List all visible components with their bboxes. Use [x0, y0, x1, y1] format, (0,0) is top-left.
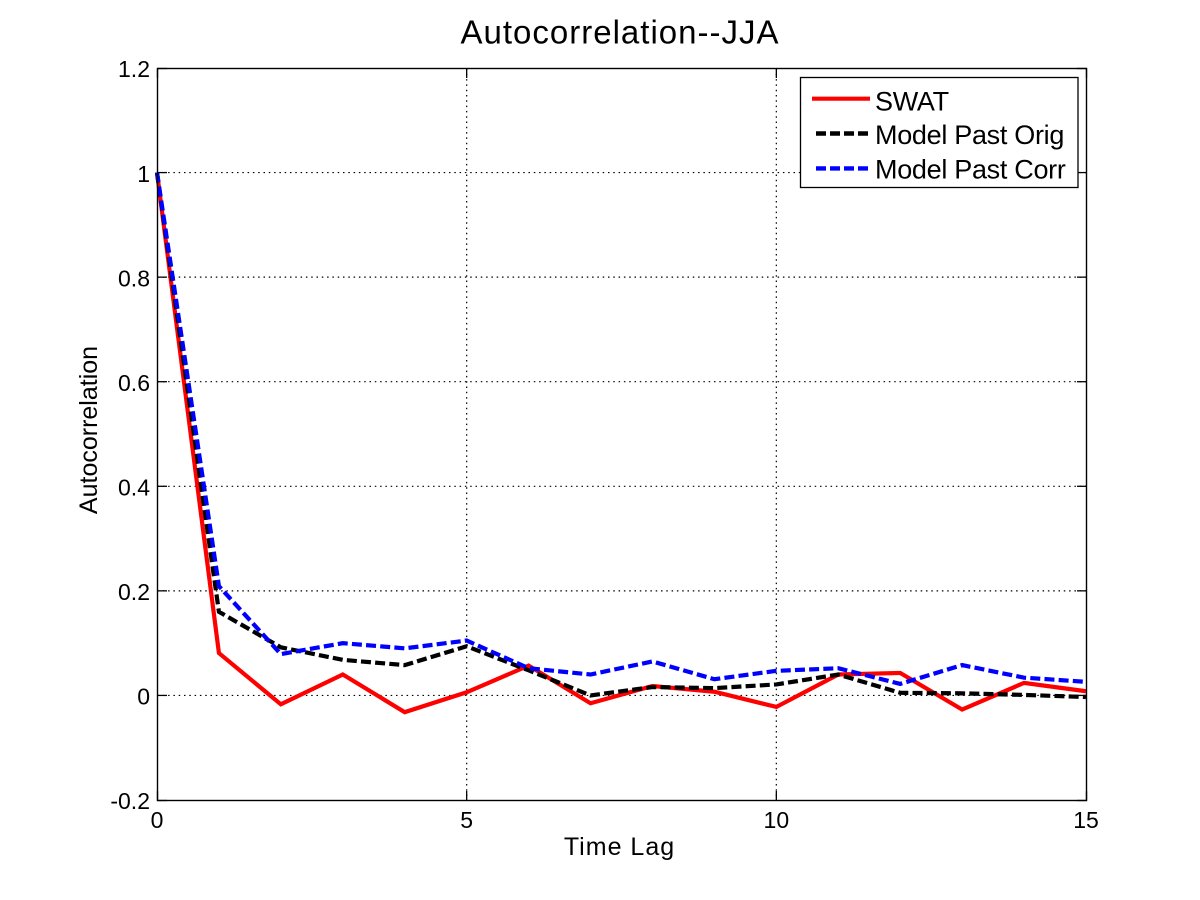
svg-text:Model Past Corr: Model Past Corr — [875, 155, 1066, 185]
svg-text:0.4: 0.4 — [118, 475, 150, 501]
svg-text:15: 15 — [1073, 807, 1099, 833]
svg-text:0.2: 0.2 — [118, 579, 150, 605]
svg-text:0.8: 0.8 — [118, 265, 150, 291]
svg-text:SWAT: SWAT — [875, 86, 949, 116]
svg-text:0: 0 — [151, 807, 164, 833]
svg-text:5: 5 — [460, 807, 473, 833]
svg-text:Autocorrelation--JJA: Autocorrelation--JJA — [461, 14, 780, 51]
svg-text:-0.2: -0.2 — [110, 788, 150, 814]
svg-text:0: 0 — [137, 684, 150, 710]
svg-text:10: 10 — [764, 807, 790, 833]
svg-text:1: 1 — [137, 161, 150, 187]
svg-text:1.2: 1.2 — [118, 56, 150, 82]
svg-text:Time Lag: Time Lag — [564, 833, 675, 861]
svg-text:Autocorrelation: Autocorrelation — [75, 346, 103, 514]
svg-text:Model Past Orig: Model Past Orig — [875, 120, 1064, 150]
svg-text:0.6: 0.6 — [118, 370, 150, 396]
